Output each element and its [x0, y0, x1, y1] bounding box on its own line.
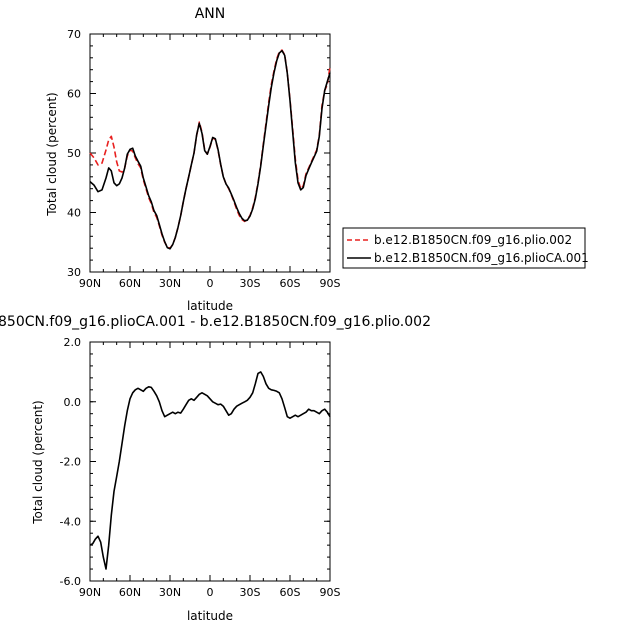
- legend: b.e12.B1850CN.f09_g16.plio.002 b.e12.B18…: [342, 227, 589, 269]
- plot-frame: [89, 341, 331, 582]
- y-tick-label: 30: [67, 266, 81, 279]
- y-tick-label: 70: [67, 28, 81, 41]
- series-line-2: [89, 49, 331, 250]
- y-tick-label: 0.0: [64, 396, 82, 409]
- y-tick-label: 2.0: [64, 336, 82, 349]
- x-tick-label: 30N: [159, 586, 181, 599]
- x-tick-label: 30S: [240, 586, 261, 599]
- x-tick-label: 0: [207, 277, 214, 290]
- bottom-y-axis-label: Total cloud (percent): [31, 400, 45, 524]
- legend-label-series-1: b.e12.B1850CN.f09_g16.plio.002: [374, 233, 572, 247]
- x-tick-label: 90S: [320, 277, 341, 290]
- y-tick-label: -6.0: [60, 575, 81, 588]
- y-tick-label: 50: [67, 147, 81, 160]
- legend-label-series-2: b.e12.B1850CN.f09_g16.plioCA.001: [374, 251, 589, 265]
- bottom-panel: 850CN.f09_g16.plioCA.001 - b.e12.B1850CN…: [0, 314, 431, 623]
- bottom-chart-title: 850CN.f09_g16.plioCA.001 - b.e12.B1850CN…: [0, 314, 431, 330]
- x-tick-label: 90N: [79, 586, 101, 599]
- top-chart-title: ANN: [195, 6, 226, 22]
- x-tick-label: 0: [207, 586, 214, 599]
- y-tick-label: 40: [67, 207, 81, 220]
- x-tick-label: 60N: [119, 586, 141, 599]
- bottom-plot-area: 90N 60N 30N 0 30S 60S 90S -6.0 -4.0 -2.0 0.0 2.0: [60, 336, 341, 599]
- series-line-1: [89, 371, 331, 570]
- bottom-x-axis-label: latitude: [187, 609, 233, 623]
- legend-box: [342, 227, 586, 269]
- x-tick-label: 90S: [320, 586, 341, 599]
- top-y-axis-label: Total cloud (percent): [45, 92, 59, 216]
- x-tick-label: 60S: [280, 277, 301, 290]
- y-tick-label: -4.0: [60, 515, 81, 528]
- x-tick-label: 90N: [79, 277, 101, 290]
- top-panel: ANN 90N 60N 30N 0 30S 60S 90S 30 40 50 60 70 latitu…: [45, 6, 341, 313]
- x-tick-label: 30N: [159, 277, 181, 290]
- top-x-axis-label: latitude: [187, 299, 233, 313]
- x-tick-label: 30S: [240, 277, 261, 290]
- y-tick-label: -2.0: [60, 456, 81, 469]
- y-tick-label: 60: [67, 88, 81, 101]
- x-tick-label: 60S: [280, 586, 301, 599]
- x-tick-label: 60N: [119, 277, 141, 290]
- top-plot-area: 90N 60N 30N 0 30S 60S 90S 30 40 50 60 70: [67, 28, 341, 290]
